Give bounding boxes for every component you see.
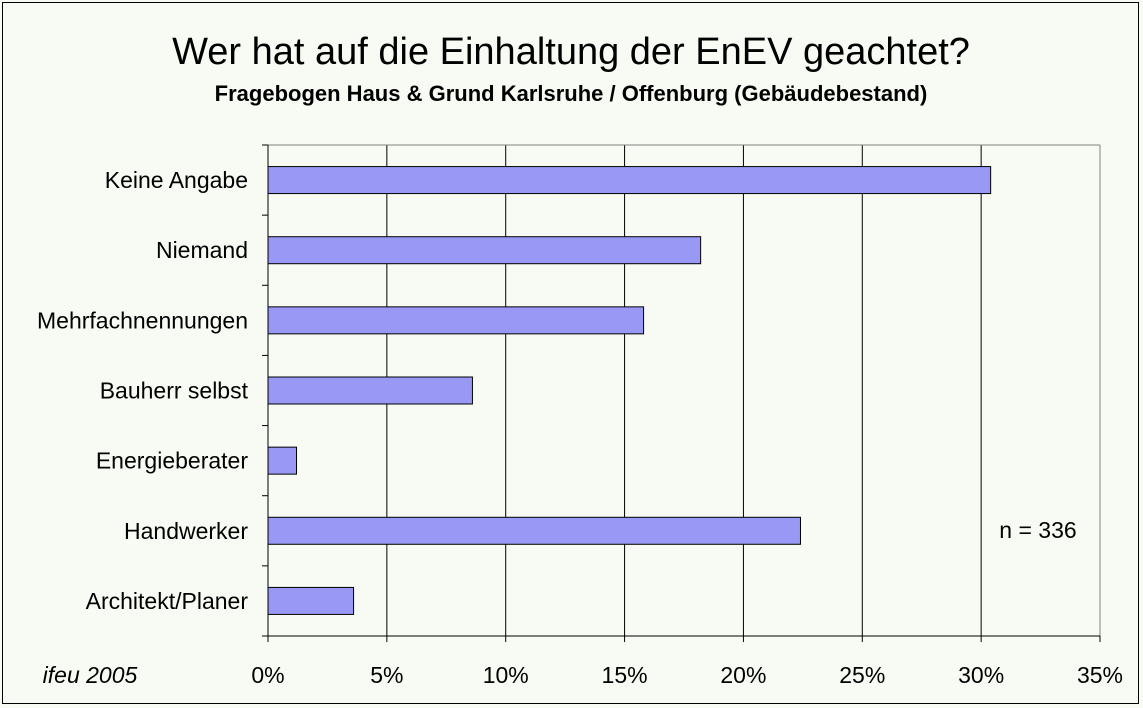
x-tick-label-5: 5% [370,662,403,688]
x-tick-label-0: 0% [251,662,284,688]
plot-area: 0% 5% 10% 15% 20% 25% 30% 35% Keine Angabe Nieman… [37,144,1123,688]
x-tick-label-30: 30% [958,662,1004,688]
bar-3 [267,376,473,405]
category-label-1: Niemand [156,237,248,263]
x-tick-label-25: 25% [839,662,885,688]
category-label-3: Bauherr selbst [100,378,249,404]
category-label-2: Mehrfachnennungen [37,307,248,333]
x-tick-label-15: 15% [602,662,648,688]
source-label: ifeu 2005 [43,662,138,688]
bar-5 [267,516,801,545]
bar-6 [267,586,355,615]
chart-title: Wer hat auf die Einhaltung der EnEV geac… [172,31,970,73]
x-tick-label-20: 20% [720,662,766,688]
chart-subtitle: Fragebogen Haus & Grund Karlsruhe / Offe… [215,81,928,106]
sample-size-annotation: n = 336 [999,517,1076,543]
category-label-5: Handwerker [124,518,248,544]
bar-2 [267,306,645,335]
x-tick-label-35: 35% [1077,662,1123,688]
bar-0 [267,166,992,195]
category-label-4: Energieberater [96,448,248,474]
category-label-0: Keine Angabe [105,167,248,193]
bar-1 [267,236,702,265]
bar-4 [267,446,298,475]
x-tick-label-10: 10% [483,662,529,688]
category-label-6: Architekt/Planer [86,588,249,614]
